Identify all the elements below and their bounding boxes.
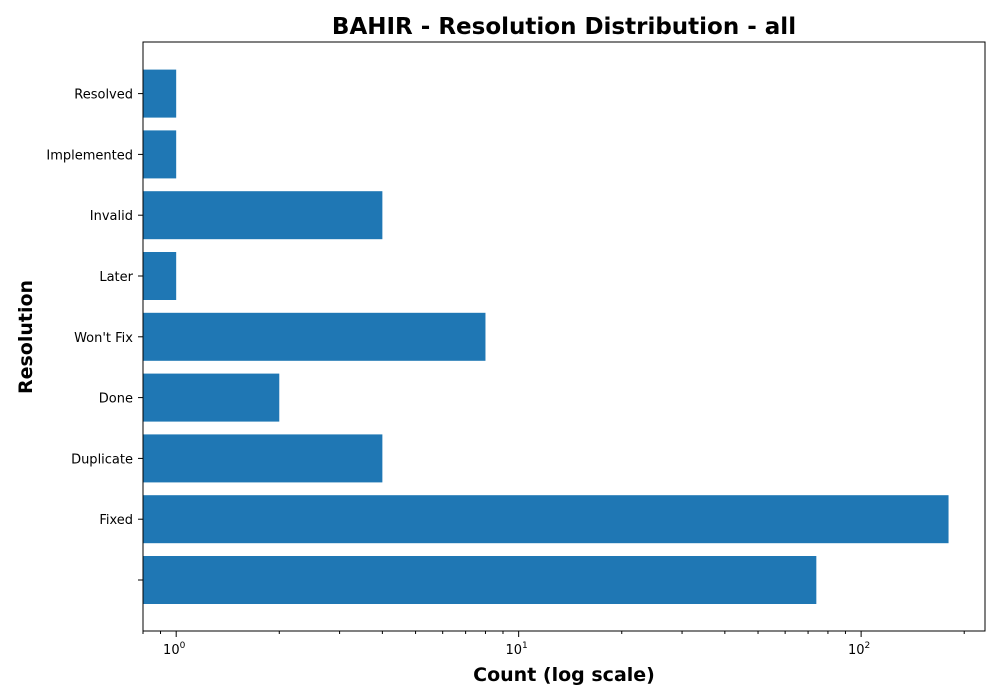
bars-group xyxy=(143,69,949,604)
x-tick-base: 10 xyxy=(163,643,180,658)
y-tick-label: Implemented xyxy=(46,148,133,163)
y-ticks-group: Fixed Duplicate Done Won't Fix Later Invalid I… xyxy=(46,88,143,581)
bar xyxy=(143,373,280,422)
x-tick-label: 100 xyxy=(163,641,186,658)
x-tick-base: 10 xyxy=(848,643,865,658)
y-tick-label: Won't Fix xyxy=(74,331,133,346)
x-ticks-group: 100 101 102 xyxy=(142,631,965,658)
bar xyxy=(143,312,486,361)
bar xyxy=(143,130,177,179)
y-tick-label: Duplicate xyxy=(71,452,133,467)
y-tick-label: Resolved xyxy=(74,88,133,103)
y-axis-label: Resolution xyxy=(15,280,37,394)
bar xyxy=(143,434,383,483)
chart-title: BAHIR - Resolution Distribution - all xyxy=(332,14,796,40)
y-tick-label: Fixed xyxy=(99,513,133,528)
x-tick-exponent: 0 xyxy=(180,641,186,651)
bar xyxy=(143,69,177,118)
y-tick-label: Done xyxy=(99,392,133,407)
bar xyxy=(143,556,817,604)
x-axis-label: Count (log scale) xyxy=(473,664,655,686)
x-tick-base: 10 xyxy=(506,643,523,658)
bar xyxy=(143,191,383,240)
x-tick-label: 102 xyxy=(848,641,870,658)
x-tick-label: 101 xyxy=(506,641,528,658)
y-tick-label: Invalid xyxy=(90,209,133,224)
x-tick-exponent: 2 xyxy=(865,641,871,651)
bar xyxy=(143,495,949,544)
bar xyxy=(143,252,177,300)
x-tick-exponent: 1 xyxy=(522,641,528,651)
y-tick-label: Later xyxy=(99,270,133,285)
plot-frame xyxy=(142,41,986,632)
